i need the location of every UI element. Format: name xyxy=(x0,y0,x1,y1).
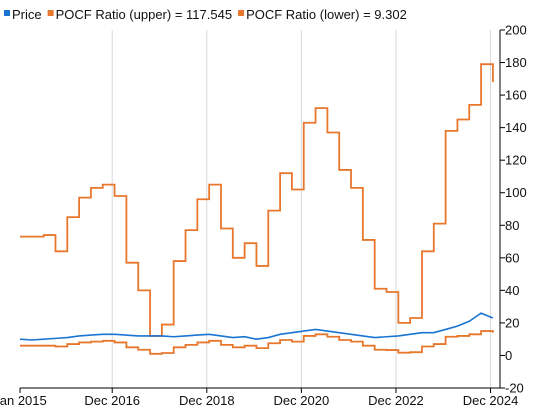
legend-swatch-price xyxy=(4,10,10,16)
grid xyxy=(111,30,492,388)
series-lower-line xyxy=(20,330,494,355)
y-tick-label-4: 60 xyxy=(505,250,519,265)
y-tick-label-5: 80 xyxy=(505,218,519,233)
x-axis-ticks: Jan 2015 Dec 2016 Dec 2018 Dec 2020 Dec 2022… xyxy=(0,388,518,408)
legend-swatch-upper xyxy=(47,10,54,16)
y-tick-label-11: 200 xyxy=(505,23,527,38)
series-price-line xyxy=(19,312,494,341)
x-tick-label-3: Dec 2020 xyxy=(274,393,330,408)
x-tick-label-4: Dec 2022 xyxy=(368,393,424,408)
y-tick-label-7: 120 xyxy=(505,153,527,168)
y-axis-ticks: -20 0 20 40 60 80 100 120 140 160 180 200 xyxy=(500,23,527,396)
legend-label-price: Price xyxy=(12,7,42,22)
x-tick-label-0: Jan 2015 xyxy=(0,393,47,408)
axes xyxy=(20,30,501,389)
legend-label-upper: POCF Ratio (upper) = 117.545 xyxy=(56,7,232,22)
y-tick-label-1: 0 xyxy=(505,348,512,363)
legend-swatch-lower xyxy=(238,10,245,16)
x-tick-label-1: Dec 2016 xyxy=(84,393,140,408)
x-tick-label-2: Dec 2018 xyxy=(179,393,235,408)
y-tick-label-0: -20 xyxy=(505,381,524,396)
y-tick-label-2: 20 xyxy=(505,315,519,330)
x-tick-label-5: Dec 2024 xyxy=(463,393,519,408)
y-tick-label-10: 180 xyxy=(505,55,527,70)
y-tick-label-9: 160 xyxy=(505,88,527,103)
y-tick-label-6: 100 xyxy=(505,185,527,200)
series-layer xyxy=(19,63,494,355)
y-tick-label-3: 40 xyxy=(505,283,519,298)
legend-label-lower: POCF Ratio (lower) = 9.302 xyxy=(246,7,407,22)
y-tick-label-8: 140 xyxy=(505,120,527,135)
series-upper-line xyxy=(20,63,494,337)
legend: Price POCF Ratio (upper) = 117.545 POCF Ra… xyxy=(4,7,407,22)
